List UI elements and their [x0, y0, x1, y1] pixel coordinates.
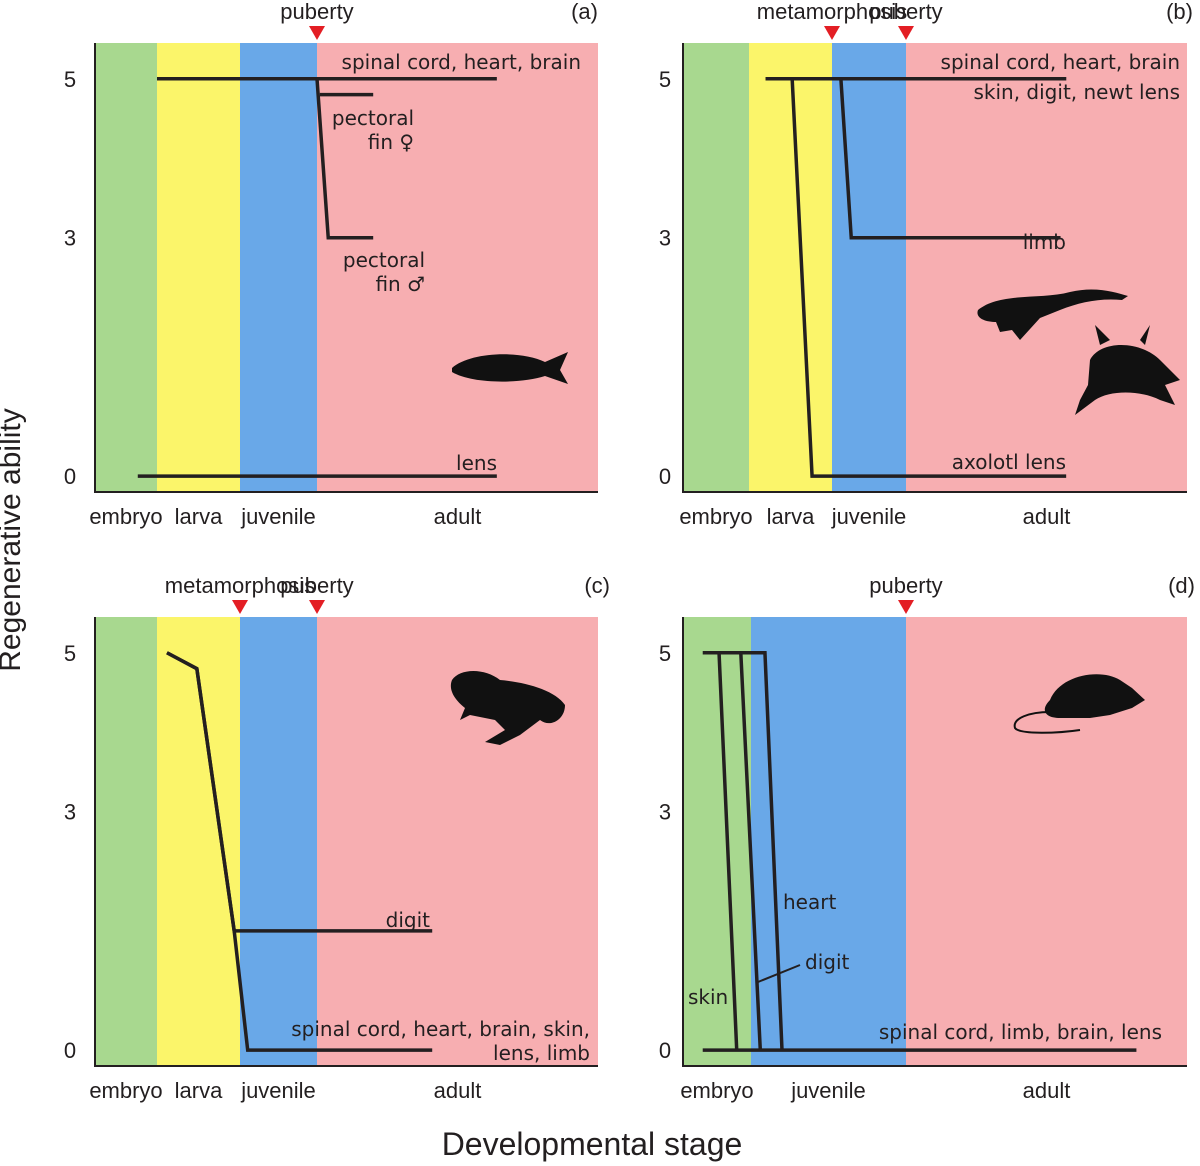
stage-marker: [309, 600, 325, 614]
stage-band: [683, 43, 749, 492]
x-tick-label: juvenile: [831, 504, 907, 529]
y-tick-label: 3: [64, 226, 76, 251]
axis-frame: [94, 43, 598, 493]
stage-marker: [824, 26, 840, 40]
series-line: [740, 651, 784, 1051]
frog-icon: [450, 671, 565, 745]
series-label: spinal cord, heart, brain, skin, lens, l…: [291, 1017, 590, 1065]
series-label: skin, digit, newt lens: [973, 80, 1180, 104]
panel-label: (b): [1166, 0, 1193, 24]
y-tick-label: 5: [64, 67, 76, 92]
series-label: spinal cord, heart, brain: [341, 50, 581, 74]
silhouettes: [450, 289, 1180, 745]
x-tick-label: embryo: [679, 504, 752, 529]
stage-marker: [232, 600, 248, 614]
panel-label: (a): [571, 0, 598, 24]
x-tick-label: embryo: [89, 1078, 162, 1103]
series-label: digit: [805, 950, 850, 974]
fish-icon: [452, 352, 568, 384]
stage-band: [240, 43, 317, 492]
series-label: skin: [688, 985, 729, 1009]
series-label: spinal cord, limb, brain, lens: [878, 1020, 1162, 1044]
stage-band: [95, 43, 157, 492]
x-tick-label: adult: [1023, 1078, 1071, 1103]
stage-marker: [309, 26, 325, 40]
axis-frame: [682, 617, 1187, 1067]
x-tick-label: adult: [434, 504, 482, 529]
marker-label: puberty: [869, 573, 942, 598]
y-tick-label: 0: [659, 464, 671, 489]
axis-frame: [682, 43, 1187, 493]
series-label: digit: [385, 908, 430, 932]
x-tick-label: adult: [1023, 504, 1071, 529]
stage-marker: [898, 26, 914, 40]
newt-icon: [977, 289, 1128, 340]
stage-band: [317, 43, 598, 492]
axis-frame: [94, 617, 598, 1067]
series-label: spinal cord, heart, brain: [940, 50, 1180, 74]
stage-band: [95, 617, 157, 1066]
marker-label: metamorphosis: [757, 0, 907, 24]
series-label: pectoral fin ♀: [331, 106, 414, 154]
stage-band: [749, 43, 832, 492]
x-tick-label: juvenile: [240, 1078, 316, 1103]
x-tick-label: adult: [434, 1078, 482, 1103]
panel-label: (c): [584, 573, 610, 598]
stage-band: [906, 43, 1187, 492]
y-tick-label: 3: [64, 800, 76, 825]
x-tick-label: juvenile: [240, 504, 316, 529]
panel-label: (d): [1168, 573, 1195, 598]
x-tick-label: larva: [175, 504, 223, 529]
x-tick-label: embryo: [680, 1078, 753, 1103]
marker-label: puberty: [280, 573, 353, 598]
y-tick-label: 3: [659, 800, 671, 825]
y-tick-label: 0: [659, 1038, 671, 1063]
stage-band: [906, 617, 1187, 1066]
y-tick-label: 0: [64, 464, 76, 489]
y-tick-label: 5: [659, 67, 671, 92]
series-line: [839, 78, 1061, 240]
y-tick-label: 5: [64, 641, 76, 666]
series-label: limb: [1022, 230, 1066, 254]
series-line: [315, 78, 374, 240]
x-tick-label: juvenile: [790, 1078, 866, 1103]
stage-band: [157, 43, 240, 492]
x-tick-label: larva: [175, 1078, 223, 1103]
series-label: axolotl lens: [951, 450, 1066, 474]
axolotl-icon: [1075, 325, 1180, 415]
x-tick-label: larva: [767, 504, 815, 529]
mouse-icon: [1044, 674, 1145, 718]
stage-band: [240, 617, 317, 1066]
stage-marker: [898, 600, 914, 614]
stage-band: [683, 617, 751, 1066]
leader-line: [757, 964, 801, 983]
stage-band: [751, 617, 906, 1066]
mouse-tail: [1013, 711, 1081, 734]
series-label: lens: [456, 451, 497, 475]
series-label: heart: [783, 890, 837, 914]
y-tick-label: 0: [64, 1038, 76, 1063]
y-tick-label: 3: [659, 226, 671, 251]
x-tick-label: embryo: [89, 504, 162, 529]
marker-label: puberty: [869, 0, 942, 24]
y-axis-label: Regenerative ability: [0, 408, 27, 671]
x-axis-label: Developmental stage: [442, 1126, 743, 1162]
series-line: [166, 651, 433, 1052]
marker-label: puberty: [280, 0, 353, 24]
series-line: [790, 78, 1067, 478]
series-label: pectoral fin ♂: [342, 248, 425, 296]
marker-label: metamorphosis: [165, 573, 315, 598]
y-tick-label: 5: [659, 641, 671, 666]
